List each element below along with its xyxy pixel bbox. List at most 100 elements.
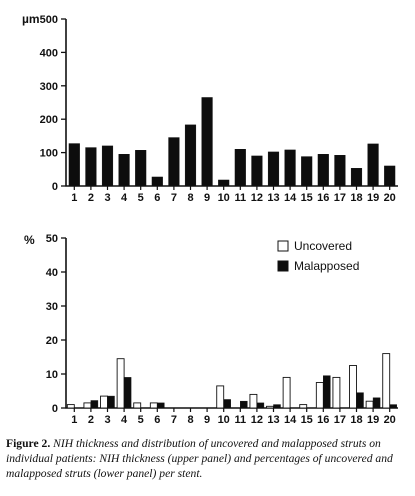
- bar: [101, 145, 114, 187]
- y-tick-label: 100: [40, 148, 58, 160]
- bar: [284, 149, 296, 187]
- x-tick-label: 1: [71, 414, 77, 426]
- bar-malapposed: [90, 400, 99, 409]
- x-tick-label: 2: [88, 192, 94, 204]
- bar-malapposed: [157, 402, 165, 409]
- x-tick-label: 16: [317, 414, 329, 426]
- x-tick-label: 9: [204, 192, 210, 204]
- x-tick-label: 15: [301, 414, 313, 426]
- x-tick-label: 18: [350, 192, 362, 204]
- bar: [184, 124, 197, 187]
- y-tick-label: 30: [46, 301, 58, 313]
- x-tick-label: 17: [334, 192, 346, 204]
- x-tick-label: 3: [104, 192, 110, 204]
- x-tick-label: 5: [138, 414, 144, 426]
- x-tick-label: 8: [187, 414, 193, 426]
- bar-malapposed: [107, 395, 115, 409]
- x-tick-label: 19: [367, 414, 379, 426]
- x-tick-label: 16: [317, 192, 329, 204]
- legend-swatch-malapposed: [277, 260, 289, 272]
- bar-uncovered: [83, 402, 92, 409]
- bar-malapposed: [356, 392, 364, 409]
- x-tick-label: 20: [384, 192, 396, 204]
- bar: [367, 143, 379, 187]
- bar: [68, 143, 80, 187]
- bar: [317, 154, 329, 187]
- y-tick-label: 400: [40, 47, 58, 59]
- bar: [85, 147, 97, 187]
- bar-uncovered: [149, 402, 158, 409]
- caption-label: Figure 2.: [6, 437, 51, 450]
- bar-uncovered: [382, 353, 391, 409]
- y-tick-label: 20: [46, 335, 58, 347]
- x-tick-label: 18: [350, 414, 362, 426]
- bar-uncovered: [299, 404, 308, 409]
- y-tick-label: 200: [40, 114, 58, 126]
- figure-caption: Figure 2. NIH thickness and distribution…: [6, 436, 410, 481]
- bar-uncovered: [133, 402, 142, 409]
- x-tick-label: 10: [218, 192, 230, 204]
- bar-uncovered: [100, 395, 108, 409]
- y-tick-label: 500: [40, 14, 58, 26]
- x-tick-label: 14: [284, 192, 297, 204]
- bar: [151, 176, 163, 187]
- y-unit-label: %: [24, 233, 35, 247]
- bar-malapposed: [372, 397, 381, 409]
- x-tick-label: 14: [284, 414, 297, 426]
- x-tick-label: 20: [384, 414, 396, 426]
- bar-uncovered: [349, 365, 357, 409]
- x-tick-label: 15: [301, 192, 313, 204]
- bar: [135, 150, 147, 187]
- x-tick-label: 11: [234, 414, 246, 426]
- bar-malapposed: [223, 399, 231, 409]
- bar-malapposed: [240, 400, 248, 409]
- x-tick-label: 3: [104, 414, 110, 426]
- bar-uncovered: [249, 393, 258, 409]
- x-tick-label: 13: [267, 192, 279, 204]
- y-tick-label: 0: [52, 403, 58, 415]
- x-tick-label: 13: [267, 414, 279, 426]
- x-tick-label: 5: [138, 192, 144, 204]
- x-tick-label: 17: [334, 414, 346, 426]
- bar: [267, 151, 280, 187]
- bar-malapposed: [273, 404, 281, 409]
- bar-malapposed: [256, 402, 265, 409]
- y-unit-label: µm: [22, 12, 40, 26]
- bar: [201, 97, 213, 187]
- bar-uncovered: [315, 382, 324, 409]
- x-tick-label: 19: [367, 192, 379, 204]
- bar-uncovered: [282, 376, 291, 409]
- y-tick-label: 40: [46, 267, 58, 279]
- bar-uncovered: [216, 385, 225, 409]
- x-tick-label: 6: [154, 192, 160, 204]
- bar-uncovered: [365, 400, 374, 409]
- y-tick-label: 300: [40, 81, 58, 93]
- bar-uncovered: [66, 404, 75, 409]
- y-tick-label: 10: [46, 369, 58, 381]
- bar: [384, 165, 396, 187]
- bar: [251, 155, 263, 187]
- x-tick-label: 9: [204, 414, 210, 426]
- bar: [301, 156, 313, 187]
- legend-label-malapposed: Malapposed: [294, 259, 359, 273]
- x-tick-label: 7: [171, 192, 177, 204]
- x-tick-label: 1: [71, 192, 77, 204]
- legend-label-uncovered: Uncovered: [294, 239, 352, 253]
- bar-malapposed: [323, 375, 331, 409]
- bar-malapposed: [123, 377, 132, 409]
- bar-malapposed: [389, 404, 397, 409]
- x-tick-label: 12: [251, 192, 263, 204]
- bar-uncovered: [116, 358, 125, 409]
- x-tick-label: 4: [121, 192, 128, 204]
- x-tick-label: 6: [154, 414, 160, 426]
- legend-swatch-uncovered: [277, 240, 289, 252]
- x-tick-label: 7: [171, 414, 177, 426]
- bar: [168, 137, 180, 187]
- x-tick-label: 2: [88, 414, 94, 426]
- y-tick-label: 0: [52, 181, 58, 193]
- x-tick-label: 4: [121, 414, 128, 426]
- caption-text: NIH thickness and distribution of uncove…: [6, 437, 393, 480]
